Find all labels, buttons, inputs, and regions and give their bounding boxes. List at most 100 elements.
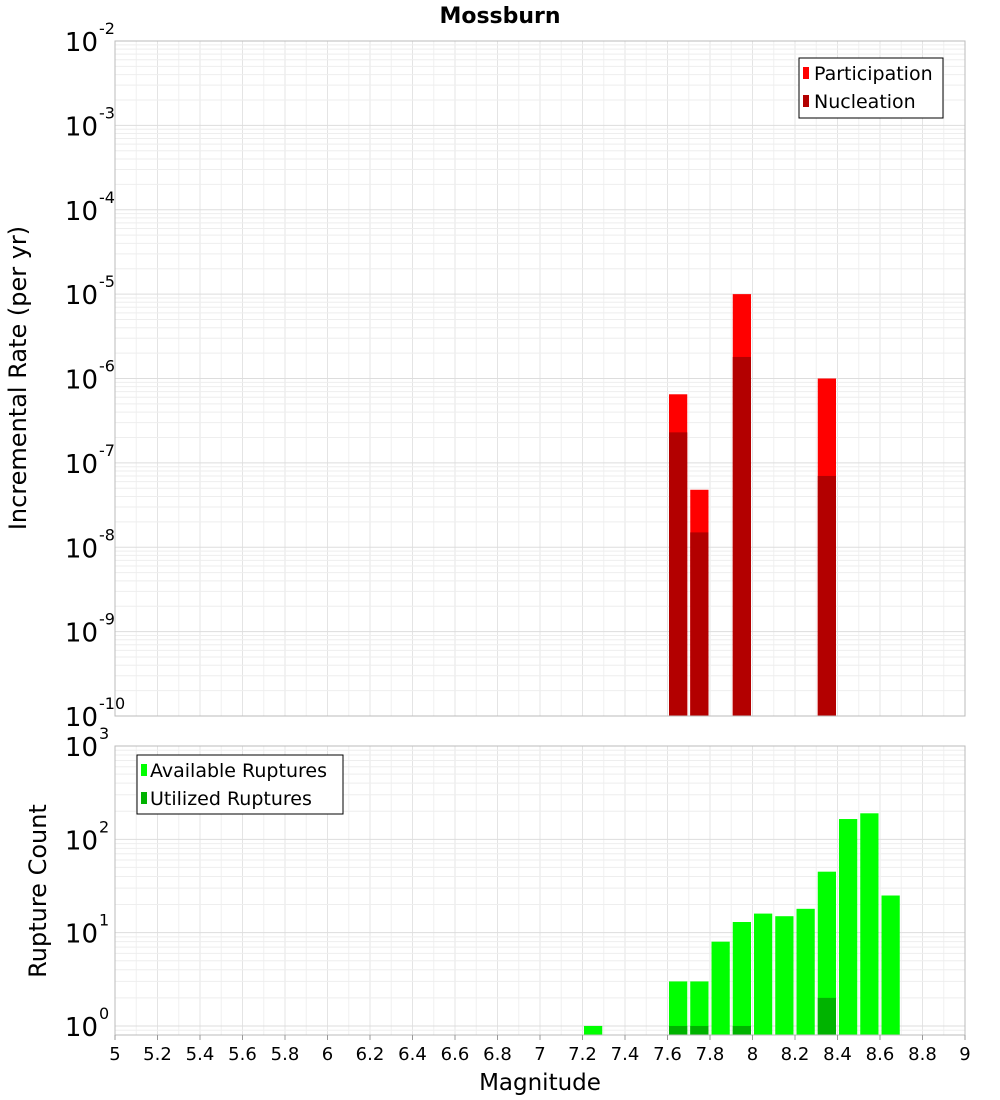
- available-ruptures-bar: [711, 941, 730, 1035]
- y-tick-exponent: -10: [99, 694, 125, 713]
- y-tick-base: 10: [65, 534, 98, 564]
- legend-label-utilized: Utilized Ruptures: [150, 788, 312, 810]
- y-tick-label: 10 -10: [65, 694, 125, 733]
- x-tick-label: 6.2: [356, 1044, 385, 1065]
- y-tick-label: 10 3: [65, 724, 109, 763]
- x-tick-label: 5: [109, 1044, 120, 1065]
- legend-swatch-utilized: [141, 792, 147, 804]
- y-tick-label: 10 -9: [65, 610, 115, 649]
- available-ruptures-bar: [754, 913, 773, 1035]
- x-tick-label: 8.8: [908, 1044, 937, 1065]
- y-tick-label: 10 0: [65, 1004, 109, 1043]
- available-ruptures-bar: [881, 895, 900, 1035]
- y-tick-label: 10 -7: [65, 441, 115, 480]
- utilized-ruptures-bar: [669, 1025, 688, 1035]
- x-tick-label: 5.8: [271, 1044, 300, 1065]
- legend-swatch-available: [141, 764, 147, 776]
- y-tick-exponent: -7: [99, 441, 115, 460]
- bottom-legend: Available Ruptures Utilized Ruptures: [136, 754, 344, 815]
- y-tick-base: 10: [65, 826, 98, 856]
- legend-swatch-participation: [803, 67, 809, 79]
- x-tick-label: 8.2: [781, 1044, 810, 1065]
- y-tick-base: 10: [65, 619, 98, 649]
- top-grid: [114, 40, 966, 717]
- legend-label-nucleation: Nucleation: [814, 91, 916, 113]
- available-ruptures-bar: [817, 871, 836, 1035]
- x-tick-label: 7: [534, 1044, 545, 1065]
- bottom-bars: [584, 813, 900, 1035]
- legend-label-available: Available Ruptures: [150, 760, 327, 782]
- nucleation-bar: [690, 532, 709, 716]
- top-plot-frame: [114, 40, 966, 717]
- y-tick-base: 10: [65, 366, 98, 396]
- x-tick-label: 6.6: [441, 1044, 470, 1065]
- x-tick-label: 8.6: [866, 1044, 895, 1065]
- x-tick-label: 7.2: [568, 1044, 597, 1065]
- y-tick-label: 10 2: [65, 817, 109, 856]
- available-ruptures-bar: [775, 916, 794, 1035]
- nucleation-bar: [817, 475, 836, 716]
- utilized-ruptures-bar: [732, 1025, 751, 1035]
- utilized-ruptures-bar: [690, 1025, 709, 1035]
- x-tick-label: 6.4: [398, 1044, 427, 1065]
- y-tick-exponent: -8: [99, 525, 115, 544]
- bottom-legend-box: [136, 754, 344, 815]
- available-ruptures-bar: [732, 922, 751, 1035]
- y-tick-base: 10: [65, 1013, 98, 1043]
- y-tick-exponent: -2: [99, 19, 115, 38]
- chart-title: Mossburn: [439, 4, 560, 29]
- available-ruptures-bar: [796, 908, 815, 1035]
- y-tick-base: 10: [65, 733, 98, 763]
- y-tick-base: 10: [65, 28, 98, 58]
- y-tick-exponent: 0: [99, 1004, 109, 1023]
- y-tick-exponent: -4: [99, 188, 115, 207]
- y-tick-base: 10: [65, 197, 98, 227]
- y-tick-label: 10 1: [65, 911, 109, 950]
- y-tick-exponent: -6: [99, 357, 115, 376]
- y-tick-base: 10: [65, 281, 98, 311]
- x-tick-label: 7.6: [653, 1044, 682, 1065]
- x-tick-label: 7.4: [611, 1044, 640, 1065]
- utilized-ruptures-bar: [817, 997, 836, 1035]
- available-ruptures-bar: [669, 981, 688, 1035]
- y-tick-exponent: -5: [99, 272, 115, 291]
- y-tick-base: 10: [65, 703, 98, 733]
- y-tick-label: 10 -3: [65, 103, 115, 142]
- y-tick-exponent: 2: [99, 817, 109, 836]
- x-tick-label: 7.8: [696, 1044, 725, 1065]
- x-tick-label: 8.4: [823, 1044, 852, 1065]
- x-tick-label: 8: [747, 1044, 758, 1065]
- top-bars: [669, 294, 836, 716]
- top-y-axis-label: Incremental Rate (per yr): [4, 226, 32, 530]
- nucleation-bar: [669, 432, 688, 716]
- y-tick-exponent: -9: [99, 610, 115, 629]
- y-tick-label: 10 -4: [65, 188, 115, 227]
- y-tick-label: 10 -5: [65, 272, 115, 311]
- x-axis-label: Magnitude: [479, 1070, 601, 1096]
- available-ruptures-bar: [690, 981, 709, 1035]
- legend-label-participation: Participation: [814, 63, 933, 85]
- y-tick-base: 10: [65, 450, 98, 480]
- x-tick-label: 5.6: [228, 1044, 257, 1065]
- available-ruptures-bar: [839, 819, 858, 1035]
- bottom-x-ticks: 5 5.2 5.4 5.6 5.8 6 6.2 6.4 6.6 6.8 7 7.2 7.4 7.6 7.8 8…: [109, 1035, 971, 1065]
- x-tick-label: 6: [322, 1044, 333, 1065]
- available-ruptures-bar: [860, 813, 879, 1035]
- bottom-y-axis-label: Rupture Count: [24, 804, 52, 978]
- nucleation-bar: [732, 356, 751, 716]
- y-tick-exponent: 3: [99, 724, 109, 743]
- top-legend: Participation Nucleation: [798, 57, 944, 119]
- x-tick-label: 6.8: [483, 1044, 512, 1065]
- y-tick-exponent: -3: [99, 103, 115, 122]
- available-ruptures-bar: [584, 1025, 603, 1035]
- x-tick-label: 5.2: [143, 1044, 172, 1065]
- x-tick-label: 5.4: [186, 1044, 215, 1065]
- y-tick-label: 10 -6: [65, 357, 115, 396]
- y-tick-base: 10: [65, 112, 98, 142]
- x-tick-label: 9: [959, 1044, 970, 1065]
- y-tick-base: 10: [65, 920, 98, 950]
